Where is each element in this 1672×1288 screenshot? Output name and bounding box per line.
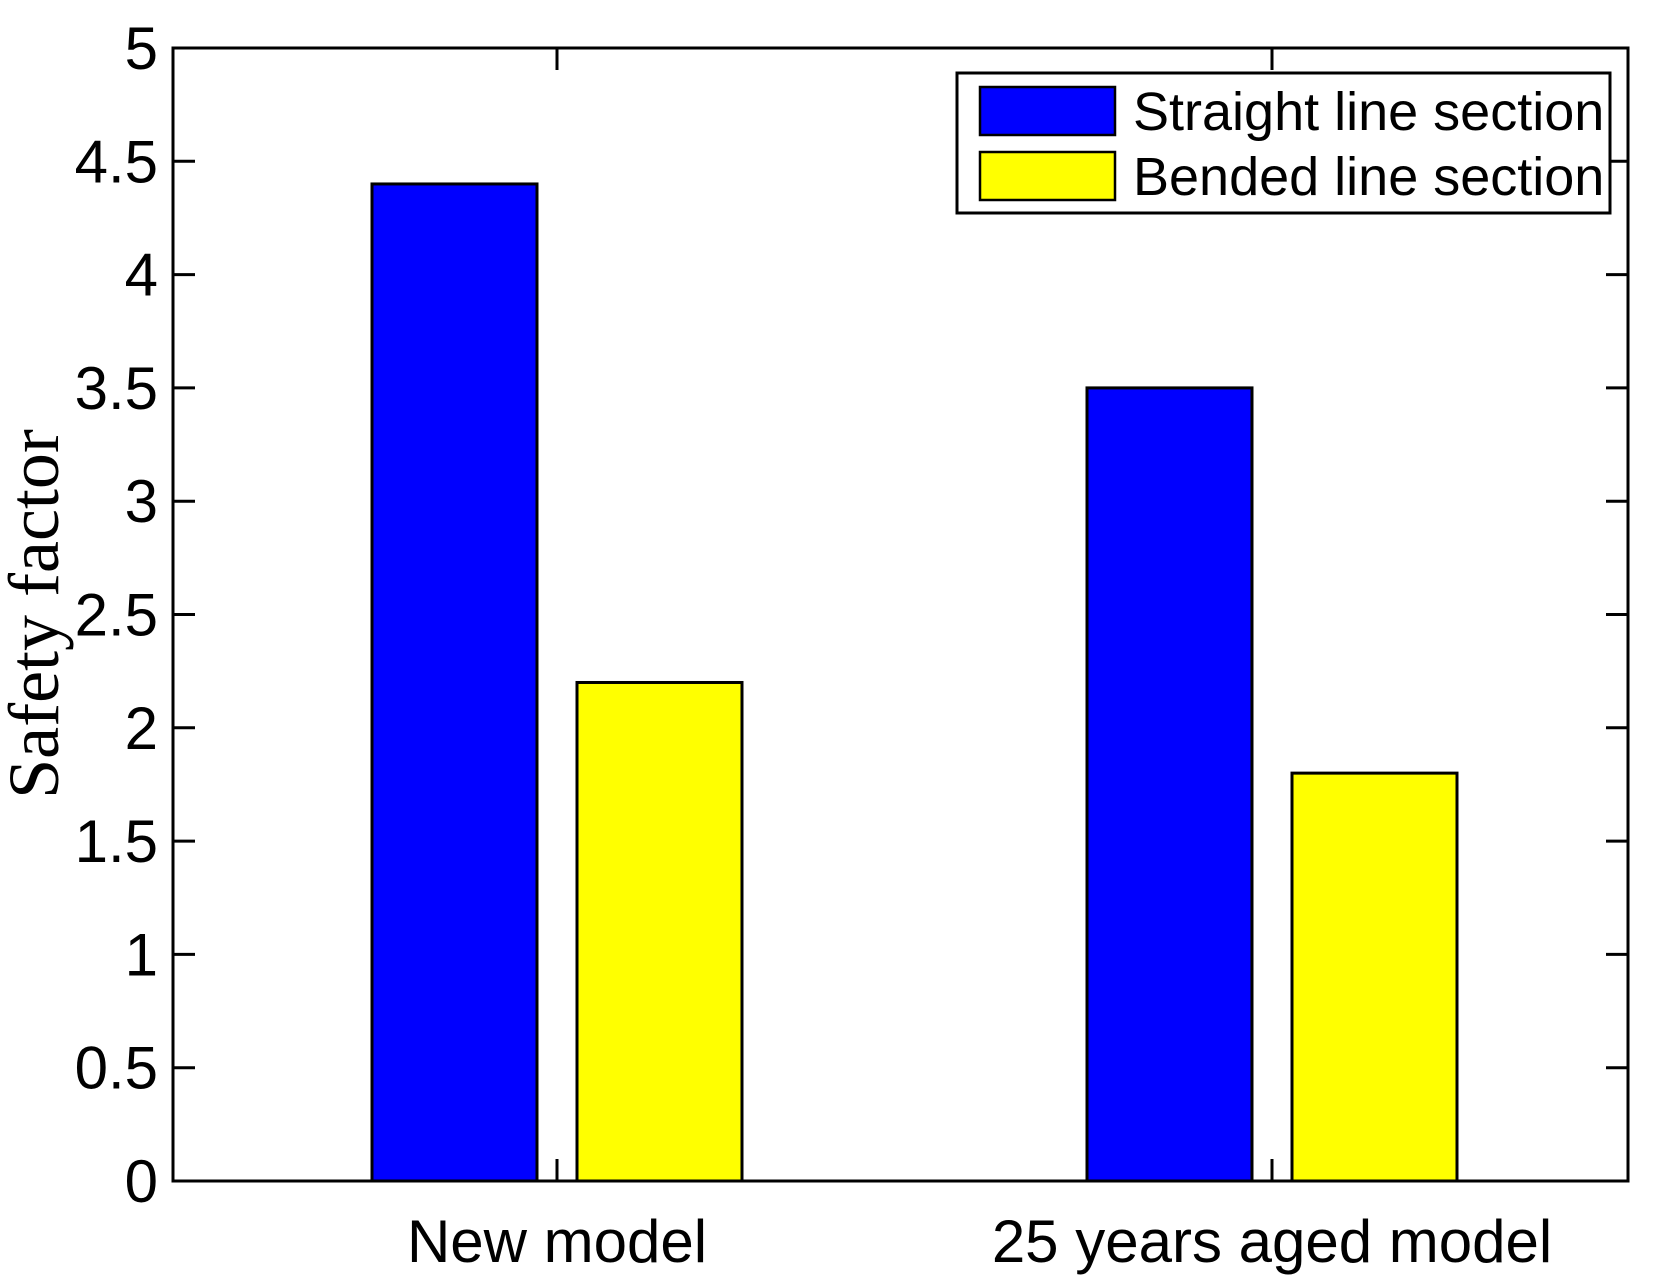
y-tick-label: 0.5 [75,1035,158,1102]
legend-label-bended: Bended line section [1133,147,1604,207]
y-axis-title: Safety factor [0,429,74,799]
y-tick-label: 2.5 [75,582,158,649]
y-tick-label: 0 [125,1148,158,1215]
y-tick-label: 4 [125,242,158,309]
y-tick-label: 3 [125,468,158,535]
bar-straight-line-section-cat1 [1085,386,1254,1183]
bar-bended-line-section-cat1 [1290,771,1459,1183]
y-tick-label: 1 [125,921,158,988]
x-category-label-aged-model: 25 years aged model [992,1208,1552,1275]
bar-bended-line-section-cat0 [575,680,744,1183]
legend-swatch-straight [978,85,1117,137]
y-tick-label: 1.5 [75,808,158,875]
y-tick-label: 4.5 [75,128,158,195]
y-tick-label: 2 [125,695,158,762]
y-tick-label: 3.5 [75,355,158,422]
bars-layer [370,182,1459,1183]
legend: Straight line section Bended line sectio… [955,71,1612,215]
legend-label-straight: Straight line section [1133,82,1604,142]
bar-straight-line-section-cat0 [370,182,539,1183]
y-tick-label: 5 [125,15,158,82]
legend-swatch-bended [978,150,1117,202]
x-category-label-new-model: New model [407,1208,707,1275]
axis-ticks-layer: 0 0.5 1 1.5 2 2.5 3 3.5 4 4.5 5 [75,15,1628,1215]
